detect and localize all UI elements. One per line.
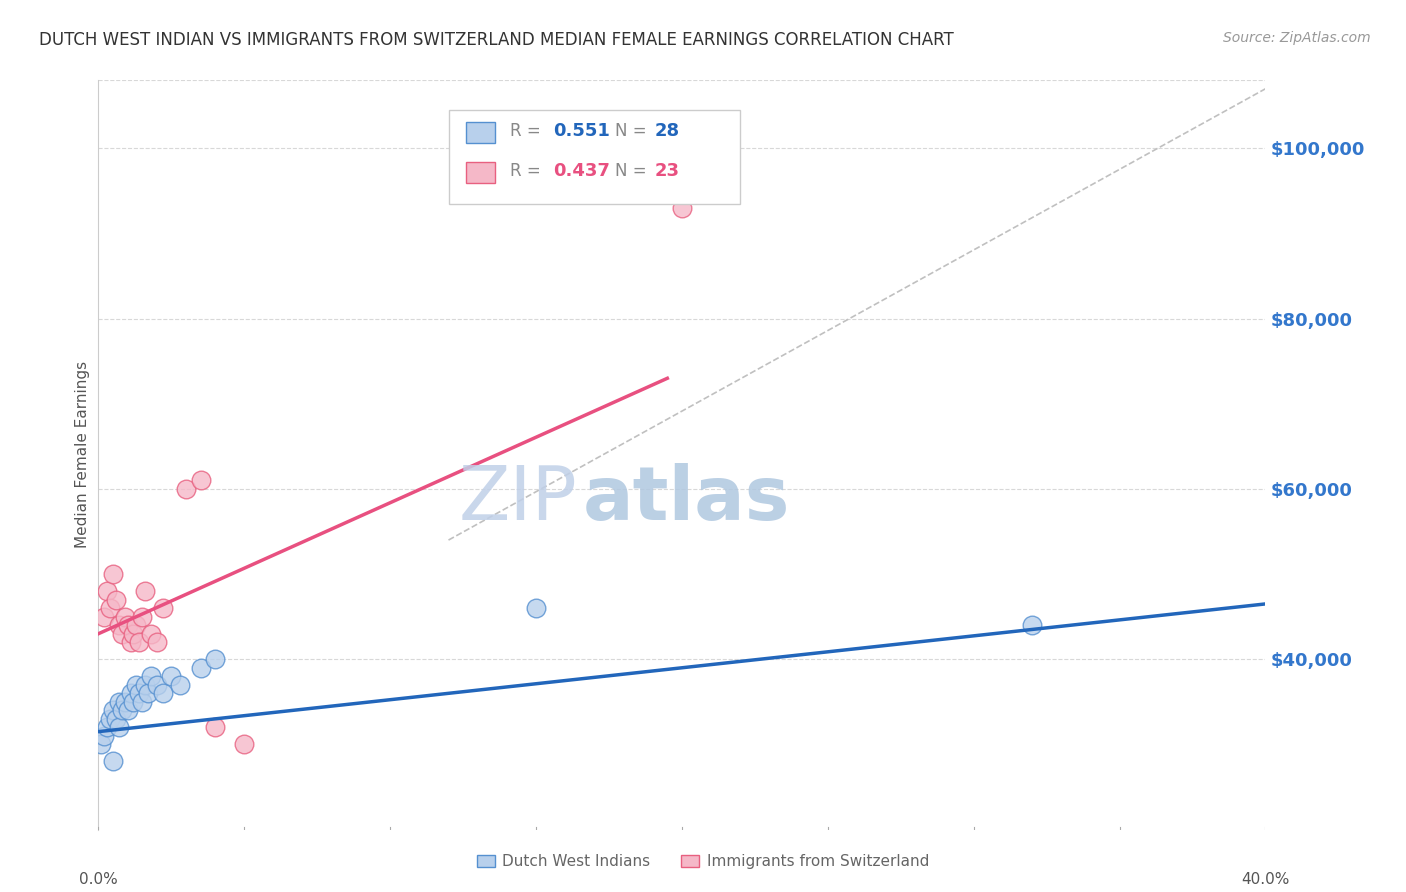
Point [96,584,118,599]
Point [101,703,124,717]
Point [90,738,112,752]
Point [204,720,226,734]
Text: ZIP: ZIP [458,463,576,536]
Point [160,669,183,683]
Point [136,686,159,700]
Point [139,626,162,640]
Point [125,618,148,632]
Point [120,635,142,649]
Point [134,584,156,599]
Text: DUTCH WEST INDIAN VS IMMIGRANTS FROM SWITZERLAND MEDIAN FEMALE EARNINGS CORRELAT: DUTCH WEST INDIAN VS IMMIGRANTS FROM SWI… [39,31,955,49]
Text: 23: 23 [655,162,681,180]
Point [131,695,153,709]
Point [101,755,124,769]
Point [204,652,226,666]
Point [169,678,191,692]
Point [96,720,118,734]
Point [108,618,131,632]
Point [1021,618,1043,632]
Point [122,626,145,640]
Point [111,703,134,717]
Point [174,482,197,496]
Point [139,669,162,683]
Text: R =: R = [510,162,547,180]
Point [111,626,134,640]
Point [190,661,212,675]
Y-axis label: Median Female Earnings: Median Female Earnings [75,361,90,549]
Point [117,703,139,717]
Point [114,609,136,624]
Point [146,678,169,692]
Point [120,686,142,700]
Text: Source: ZipAtlas.com: Source: ZipAtlas.com [1223,31,1371,45]
Point [108,695,131,709]
Point [114,695,136,709]
Point [98,712,121,726]
Point [98,601,121,615]
Text: 40.0%: 40.0% [1241,872,1289,888]
Text: N =: N = [616,122,652,140]
Point [146,635,169,649]
Point [128,686,150,700]
Point [233,738,256,752]
Text: atlas: atlas [582,463,790,536]
Bar [465,122,495,144]
Point [122,695,145,709]
Bar [465,162,495,183]
Text: 0.0%: 0.0% [79,872,118,888]
Point [101,567,124,582]
Legend: Dutch West Indians, Immigrants from Switzerland: Dutch West Indians, Immigrants from Swit… [471,848,935,875]
Point [190,474,212,488]
FancyBboxPatch shape [449,111,741,204]
Point [93,729,115,743]
Point [108,720,131,734]
Point [131,609,153,624]
Point [128,635,150,649]
Point [134,678,156,692]
Point [104,712,127,726]
Point [524,601,547,615]
Text: N =: N = [616,162,652,180]
Text: 28: 28 [655,122,681,140]
Point [152,601,174,615]
Text: 0.551: 0.551 [554,122,610,140]
Point [125,678,148,692]
Point [93,609,115,624]
Point [152,686,174,700]
Text: R =: R = [510,122,547,140]
Point [671,201,693,215]
Point [104,592,127,607]
Text: 0.437: 0.437 [554,162,610,180]
Point [117,618,139,632]
